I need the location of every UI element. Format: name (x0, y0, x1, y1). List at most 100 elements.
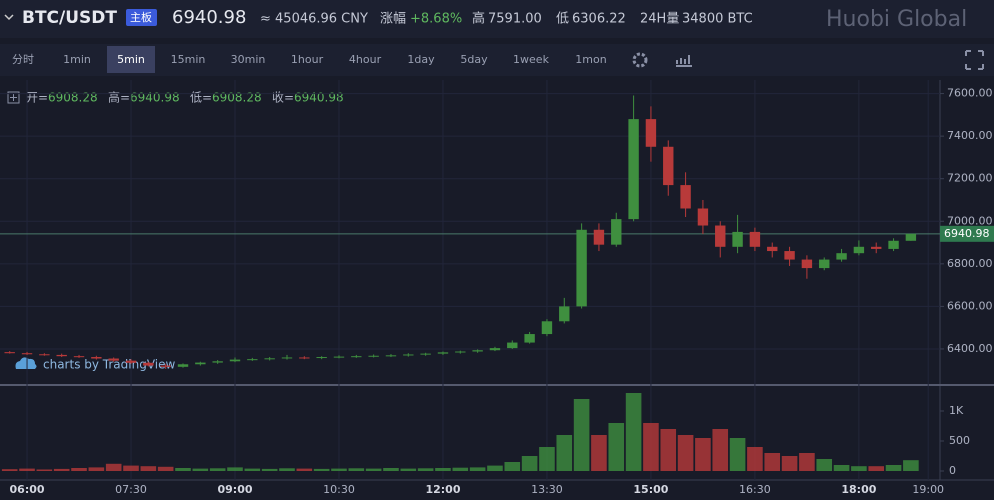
volume-bar (452, 467, 469, 471)
candle-body (420, 353, 431, 355)
x-tick-label: 07:30 (115, 483, 147, 496)
candle-body (732, 231, 743, 247)
interval-button[interactable]: 5day (460, 53, 488, 66)
y-tick-label: 7600.00 (947, 87, 993, 100)
y-tick-label: 7400.00 (947, 129, 993, 142)
dropdown-icon[interactable] (4, 14, 14, 21)
volume-bar (799, 453, 815, 471)
candle-body (663, 146, 674, 186)
interval-button[interactable]: 1hour (291, 53, 324, 66)
candle-body (4, 352, 15, 354)
brand: Huobi Global (826, 7, 967, 32)
high: 7591.00 (488, 12, 542, 27)
candle-body (160, 365, 171, 367)
volume-bar (677, 435, 694, 471)
volume-bar (175, 468, 191, 471)
volume-bar (157, 466, 174, 471)
volume-bar (88, 467, 105, 471)
indicator-icon[interactable] (676, 55, 692, 67)
interval-button[interactable]: 1week (513, 53, 550, 66)
change-label: 涨幅 (380, 12, 406, 27)
x-tick-label: 13:30 (531, 483, 563, 496)
volume-tick-label: 1K (949, 404, 964, 417)
candle-body (472, 350, 483, 352)
candle-body (299, 357, 310, 359)
volume-bar (591, 435, 607, 471)
interval-button[interactable]: 30min (231, 53, 266, 66)
interval-button[interactable]: 1min (63, 53, 91, 66)
candle-body (645, 119, 657, 147)
tradingview-logo (15, 357, 37, 369)
interval-button[interactable]: 1day (407, 53, 435, 66)
ohlc-close: 6940.98 (294, 91, 344, 105)
candle-body (888, 240, 899, 249)
candle-body (905, 233, 917, 241)
interval-button[interactable]: 5min (117, 53, 145, 66)
volume-bar (539, 447, 555, 471)
volume-bar (521, 456, 538, 471)
volume-bar (209, 468, 226, 471)
candle-body (507, 342, 518, 349)
volume-bar (140, 466, 157, 471)
volume-bar (71, 468, 87, 471)
volume-bar (244, 468, 261, 471)
high-label: 高 (472, 11, 485, 27)
volume-bar (695, 438, 711, 471)
volume-bar (227, 467, 243, 471)
candle-body (229, 359, 241, 362)
ohlc-open-label: 开= (26, 91, 48, 105)
candle-body (21, 353, 33, 355)
volume-bar (469, 467, 486, 471)
volume-bar (296, 468, 313, 471)
candle-body (39, 354, 50, 356)
volume-bar (833, 465, 850, 471)
volume-bar (556, 435, 573, 471)
x-tick-label: 16:30 (739, 483, 771, 496)
candle-body (628, 119, 639, 220)
volume-label: 24H量 (640, 12, 679, 27)
candle-body (611, 219, 622, 245)
interval-button[interactable]: 1mon (575, 53, 606, 66)
volume-bar (885, 465, 902, 471)
collapse-plus (10, 94, 17, 101)
x-tick-label: 09:00 (217, 483, 252, 496)
pair[interactable]: BTC/USDT (22, 8, 117, 28)
volume-bar (331, 468, 347, 471)
candle-body (316, 357, 327, 359)
y-tick-label: 6800.00 (947, 257, 993, 270)
collapse-icon[interactable] (7, 91, 20, 104)
candle-body (541, 321, 553, 335)
candle-body (281, 357, 293, 359)
watermark[interactable]: charts by TradingView (43, 358, 175, 372)
active-interval-bg (107, 46, 155, 73)
candle-body (108, 358, 119, 361)
settings-icon[interactable] (632, 52, 648, 68)
candle-body (333, 356, 345, 358)
volume-bar (192, 468, 209, 471)
price: 6940.98 (172, 7, 246, 28)
volume-bar (279, 468, 295, 471)
header-bar (0, 0, 994, 38)
y-tick-label: 6400.00 (947, 342, 993, 355)
candle-body (767, 246, 778, 252)
volume-bar (868, 466, 885, 471)
candle-body (455, 351, 466, 353)
candle-body (836, 253, 847, 260)
candle-body (264, 358, 275, 360)
candle-body (56, 354, 67, 357)
toolbar (0, 44, 994, 76)
interval-button[interactable]: 分时 (12, 53, 34, 66)
interval-button[interactable]: 15min (171, 53, 206, 66)
candle-body (212, 361, 223, 363)
cny: ≈ 45046.96 CNY (260, 12, 368, 27)
interval-button[interactable]: 4hour (349, 53, 382, 66)
fullscreen-icon[interactable] (965, 50, 984, 70)
volume-bar (400, 468, 417, 471)
candle-body (871, 246, 882, 249)
y-tick-label: 7000.00 (947, 214, 993, 227)
volume-bar (747, 447, 763, 471)
candle-body (437, 352, 449, 354)
candle-body (697, 208, 709, 226)
ohlc-high-label: 高= (108, 90, 130, 105)
